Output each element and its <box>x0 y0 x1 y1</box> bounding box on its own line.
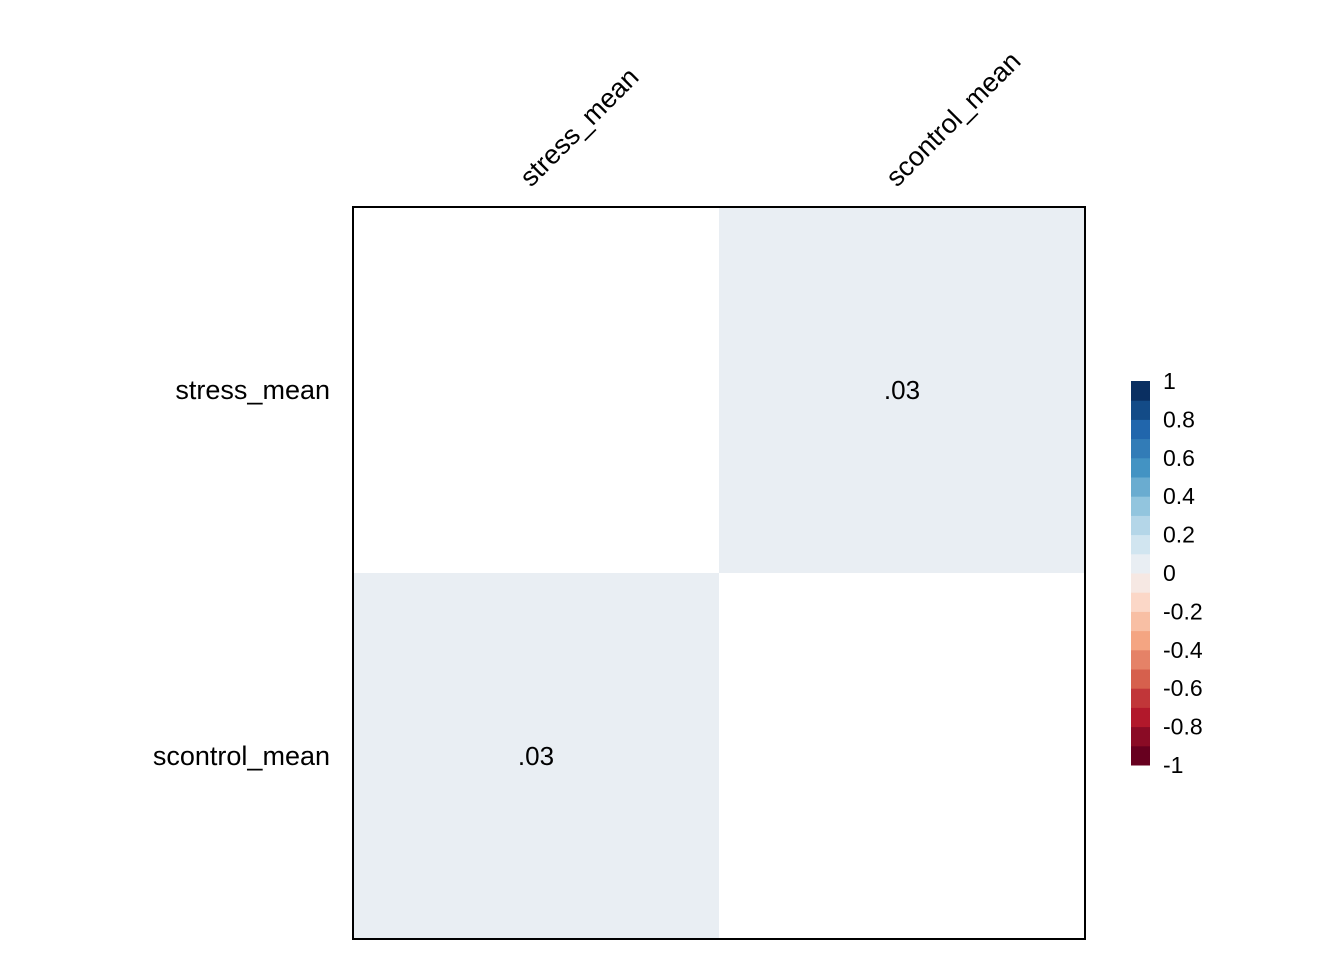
legend-tick-label: -0.4 <box>1163 637 1203 663</box>
heatmap-cell <box>353 573 719 939</box>
cell-value-label: .03 <box>518 741 554 771</box>
row-label: scontrol_mean <box>153 741 330 771</box>
legend-tick-label: 0.4 <box>1163 483 1195 509</box>
plot-border <box>352 206 1086 940</box>
legend-color-bin <box>1131 534 1150 555</box>
legend-color-bin <box>1131 726 1150 747</box>
cell-value-label: .03 <box>884 375 920 405</box>
heatmap-cell <box>719 573 1085 939</box>
legend-tick-label: -0.6 <box>1163 675 1203 701</box>
column-label: stress_mean <box>514 62 645 193</box>
legend-tick-label: 0.2 <box>1163 522 1195 548</box>
legend-color-bin <box>1131 515 1150 536</box>
legend-color-bin <box>1131 649 1150 670</box>
legend-color-bin <box>1131 400 1150 420</box>
legend-color-bin <box>1131 553 1150 574</box>
legend-tick-label: 0.8 <box>1163 406 1195 432</box>
legend-color-bin <box>1131 438 1150 459</box>
legend-color-bin <box>1131 611 1150 632</box>
row-label: stress_mean <box>175 375 330 405</box>
legend-color-bin <box>1131 707 1150 728</box>
legend-tick-label: 1 <box>1163 368 1176 394</box>
legend-tick-label: -1 <box>1163 752 1183 778</box>
legend-color-bin <box>1131 630 1150 651</box>
legend-tick-label: -0.8 <box>1163 714 1203 740</box>
legend-color-bin <box>1131 496 1150 516</box>
legend-color-bin <box>1131 457 1150 478</box>
legend-tick-label: 0 <box>1163 560 1176 586</box>
column-label: scontrol_mean <box>880 46 1026 192</box>
legend-color-bin <box>1131 745 1150 766</box>
legend-color-bin <box>1131 669 1150 689</box>
legend-color-bin <box>1131 477 1150 497</box>
heatmap-cell <box>353 207 719 573</box>
heatmap-cell <box>719 207 1085 573</box>
legend-color-bin <box>1131 688 1150 708</box>
legend-tick-label: 0.6 <box>1163 445 1195 471</box>
legend-color-bin <box>1131 381 1150 401</box>
legend-color-bin <box>1131 592 1150 612</box>
legend-color-bin <box>1131 419 1150 440</box>
legend-color-bin <box>1131 573 1150 593</box>
legend-tick-label: -0.2 <box>1163 598 1203 624</box>
